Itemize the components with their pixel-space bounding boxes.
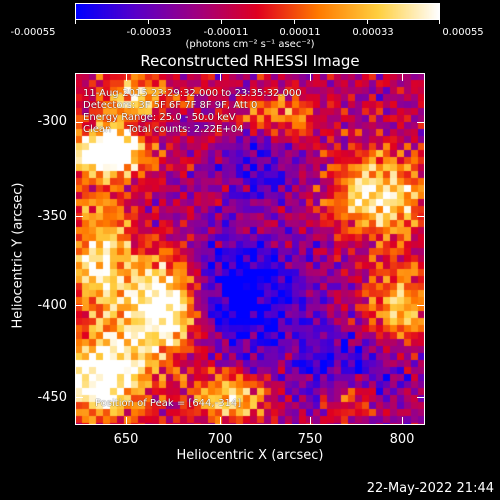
y-axis-label: Heliocentric Y (arcsec): [10, 182, 26, 329]
colorbar-tickmark: [367, 20, 368, 24]
image-title: Reconstructed RHESSI Image: [140, 52, 360, 70]
detectors-annotation: Detectors: 3F 5F 6F 7F 8F 9F, Att 0: [83, 100, 258, 111]
colorbar-tickmark: [148, 20, 149, 24]
colorbar-tick-label: -0.00011: [203, 27, 249, 38]
y-tickmark: [417, 122, 425, 123]
x-tickmark: [126, 73, 127, 81]
x-tickmark: [126, 417, 127, 425]
colorbar-units: (photons cm⁻² s⁻¹ asec⁻²): [185, 39, 315, 50]
render-datestamp: 22-May-2022 21:44: [366, 481, 494, 496]
rhessi-image: [75, 73, 425, 425]
colorbar-tickmark: [75, 20, 76, 24]
x-tickmark: [402, 73, 403, 81]
y-tickmark: [417, 397, 425, 398]
clean-counts-annotation: Clean Total counts: 2.22E+04: [83, 124, 244, 135]
x-axis-label: Heliocentric X (arcsec): [176, 448, 324, 463]
y-tickmark: [75, 397, 83, 398]
colorbar-tick-label: 0.00011: [279, 27, 321, 38]
x-tickmark: [402, 417, 403, 425]
x-tick-label: 750: [297, 432, 323, 447]
time-range-annotation: 11-Aug-2015 23:29:32.000 to 23:35:32.000: [83, 88, 302, 99]
peak-position-annotation: Position of Peak = [644,-314]: [95, 398, 242, 409]
y-tickmark: [75, 305, 83, 306]
energy-range-annotation: Energy Range: 25.0 - 50.0 keV: [83, 112, 236, 123]
y-tick-label: -350: [37, 209, 67, 224]
colorbar: [75, 3, 440, 20]
x-tick-label: 800: [389, 432, 415, 447]
x-tick-label: 650: [113, 432, 139, 447]
x-tickmark: [220, 73, 221, 81]
y-tickmark: [417, 216, 425, 217]
y-tickmark: [75, 122, 83, 123]
colorbar-tickmark: [439, 20, 440, 24]
colorbar-tick-label: -0.00055: [10, 27, 56, 38]
colorbar-tickmark: [221, 20, 222, 24]
colorbar-tick-label: -0.00033: [126, 27, 172, 38]
y-tickmark: [75, 216, 83, 217]
x-tickmark: [220, 417, 221, 425]
y-tick-label: -300: [37, 114, 67, 129]
colorbar-tickmark: [294, 20, 295, 24]
y-tick-label: -400: [37, 298, 67, 313]
colorbar-tick-label: 0.00033: [352, 27, 394, 38]
x-tickmark: [310, 73, 311, 81]
colorbar-tick-label: 0.00055: [442, 27, 484, 38]
x-tick-label: 700: [207, 432, 233, 447]
y-tickmark: [417, 305, 425, 306]
y-tick-label: -450: [37, 390, 67, 405]
x-tickmark: [310, 417, 311, 425]
